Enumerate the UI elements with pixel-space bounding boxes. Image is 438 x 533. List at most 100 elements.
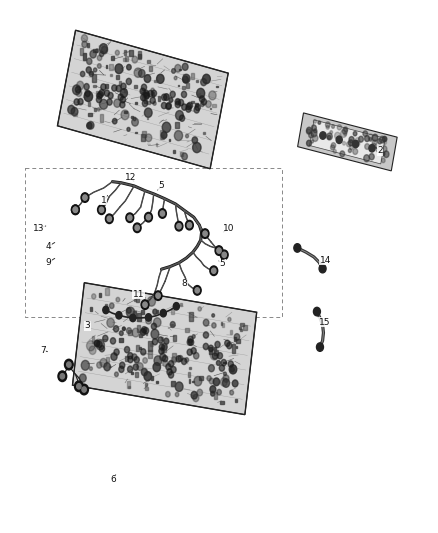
Circle shape <box>234 334 240 340</box>
Circle shape <box>108 92 113 99</box>
Circle shape <box>227 343 232 349</box>
Circle shape <box>153 309 157 314</box>
Circle shape <box>140 329 146 335</box>
Circle shape <box>319 264 326 273</box>
Circle shape <box>337 125 342 130</box>
Circle shape <box>307 129 311 134</box>
Circle shape <box>201 78 207 86</box>
Circle shape <box>141 368 147 376</box>
Bar <box>209 347 212 354</box>
Circle shape <box>79 374 86 382</box>
Circle shape <box>81 35 88 42</box>
Bar <box>111 56 114 60</box>
Circle shape <box>127 328 131 334</box>
Circle shape <box>209 91 216 100</box>
Circle shape <box>208 345 213 352</box>
Circle shape <box>67 362 71 367</box>
Bar <box>99 293 101 297</box>
Bar <box>186 83 189 88</box>
Circle shape <box>148 91 153 97</box>
Bar <box>146 333 148 335</box>
Bar <box>93 85 96 87</box>
Bar <box>128 50 133 56</box>
Circle shape <box>132 328 139 337</box>
Bar <box>133 311 136 318</box>
Bar <box>123 58 126 61</box>
Circle shape <box>376 147 380 152</box>
Circle shape <box>164 94 169 100</box>
Bar <box>237 338 240 343</box>
Bar <box>240 329 242 331</box>
Circle shape <box>187 102 193 109</box>
Bar <box>148 341 152 351</box>
Circle shape <box>141 327 147 333</box>
Circle shape <box>164 338 169 344</box>
Circle shape <box>372 140 377 146</box>
Bar <box>94 108 96 111</box>
Circle shape <box>110 303 114 309</box>
Circle shape <box>192 137 198 143</box>
Circle shape <box>71 108 78 116</box>
Bar <box>136 298 139 302</box>
Bar <box>125 357 128 361</box>
Circle shape <box>313 135 318 141</box>
Circle shape <box>365 144 370 149</box>
Bar <box>244 325 247 330</box>
Circle shape <box>116 297 120 302</box>
Circle shape <box>219 365 225 371</box>
Circle shape <box>73 207 78 213</box>
Circle shape <box>120 88 127 98</box>
Circle shape <box>194 107 199 113</box>
Circle shape <box>138 69 145 77</box>
Circle shape <box>172 69 176 73</box>
Circle shape <box>311 140 314 143</box>
Circle shape <box>114 349 119 356</box>
Circle shape <box>186 134 188 138</box>
Circle shape <box>127 215 132 220</box>
Circle shape <box>166 103 171 110</box>
Bar <box>90 307 92 311</box>
Circle shape <box>332 125 335 128</box>
Bar <box>127 386 130 388</box>
Circle shape <box>175 382 183 391</box>
Circle shape <box>99 345 105 352</box>
Bar <box>145 383 147 385</box>
Circle shape <box>180 115 185 122</box>
Bar <box>137 325 140 332</box>
Circle shape <box>371 147 374 150</box>
Circle shape <box>369 144 375 152</box>
Bar <box>142 92 145 100</box>
Circle shape <box>230 390 233 395</box>
Bar <box>189 367 191 369</box>
Circle shape <box>148 296 155 306</box>
Circle shape <box>222 252 226 257</box>
Circle shape <box>137 363 143 370</box>
Bar <box>176 99 179 103</box>
Circle shape <box>99 99 108 109</box>
Text: 15: 15 <box>318 318 330 327</box>
Circle shape <box>122 327 125 330</box>
Bar <box>96 91 99 96</box>
Circle shape <box>153 362 160 372</box>
Circle shape <box>161 102 166 109</box>
Text: 4: 4 <box>46 242 51 251</box>
Circle shape <box>372 134 378 141</box>
Circle shape <box>160 353 166 361</box>
Circle shape <box>142 100 148 107</box>
Circle shape <box>342 128 347 134</box>
Circle shape <box>201 102 204 107</box>
Circle shape <box>197 389 202 396</box>
Circle shape <box>335 132 340 139</box>
Circle shape <box>178 356 183 361</box>
Circle shape <box>85 90 90 96</box>
Circle shape <box>232 380 238 387</box>
Bar <box>173 335 176 341</box>
Bar <box>221 321 223 325</box>
Circle shape <box>144 92 149 98</box>
Circle shape <box>126 307 134 317</box>
Circle shape <box>199 96 205 102</box>
Circle shape <box>162 360 168 367</box>
Circle shape <box>102 335 108 342</box>
Circle shape <box>84 91 92 102</box>
Circle shape <box>97 108 100 111</box>
